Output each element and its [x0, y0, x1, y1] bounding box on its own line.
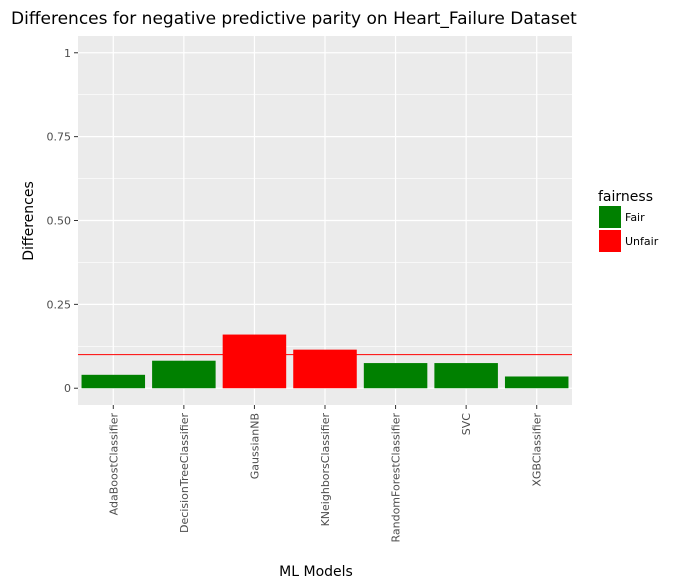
y-axis-title: Differences	[21, 181, 37, 260]
x-axis: AdaBoostClassifier DecisionTreeClassifier…	[107, 405, 544, 543]
y-tick-label: 0.75	[47, 131, 72, 144]
x-tick-label: AdaBoostClassifier	[107, 413, 120, 516]
bars	[81, 334, 569, 389]
bar	[293, 349, 357, 389]
legend-title: fairness	[598, 189, 653, 205]
y-tick-label: 0.25	[47, 298, 72, 311]
grid-major	[78, 36, 572, 405]
x-tick-label: SVC	[460, 413, 473, 436]
y-tick-label: 0	[64, 382, 71, 395]
legend-label: Fair	[625, 211, 645, 224]
legend-key	[599, 230, 621, 252]
legend: fairness Fair Unfair	[598, 189, 659, 252]
x-tick-label: GaussianNB	[248, 413, 261, 479]
bar	[434, 363, 498, 389]
x-tick-label: RandomForestClassifier	[390, 413, 403, 543]
bar	[81, 374, 146, 389]
y-tick-label: 0.50	[47, 215, 72, 228]
bar	[363, 363, 428, 389]
x-tick-label: KNeighborsClassifier	[319, 413, 332, 527]
x-tick-label: XGBClassifier	[531, 413, 544, 487]
y-tick-label: 1	[64, 47, 71, 60]
x-tick-label: DecisionTreeClassifier	[178, 413, 191, 533]
bar	[504, 376, 569, 389]
legend-key	[599, 206, 621, 228]
legend-label: Unfair	[625, 235, 659, 248]
chart-title: Differences for negative predictive pari…	[11, 9, 577, 29]
x-axis-title: ML Models	[279, 564, 353, 580]
y-axis: 0 0.25 0.50 0.75 1	[47, 47, 78, 395]
bar	[222, 334, 287, 389]
bar	[152, 360, 216, 389]
